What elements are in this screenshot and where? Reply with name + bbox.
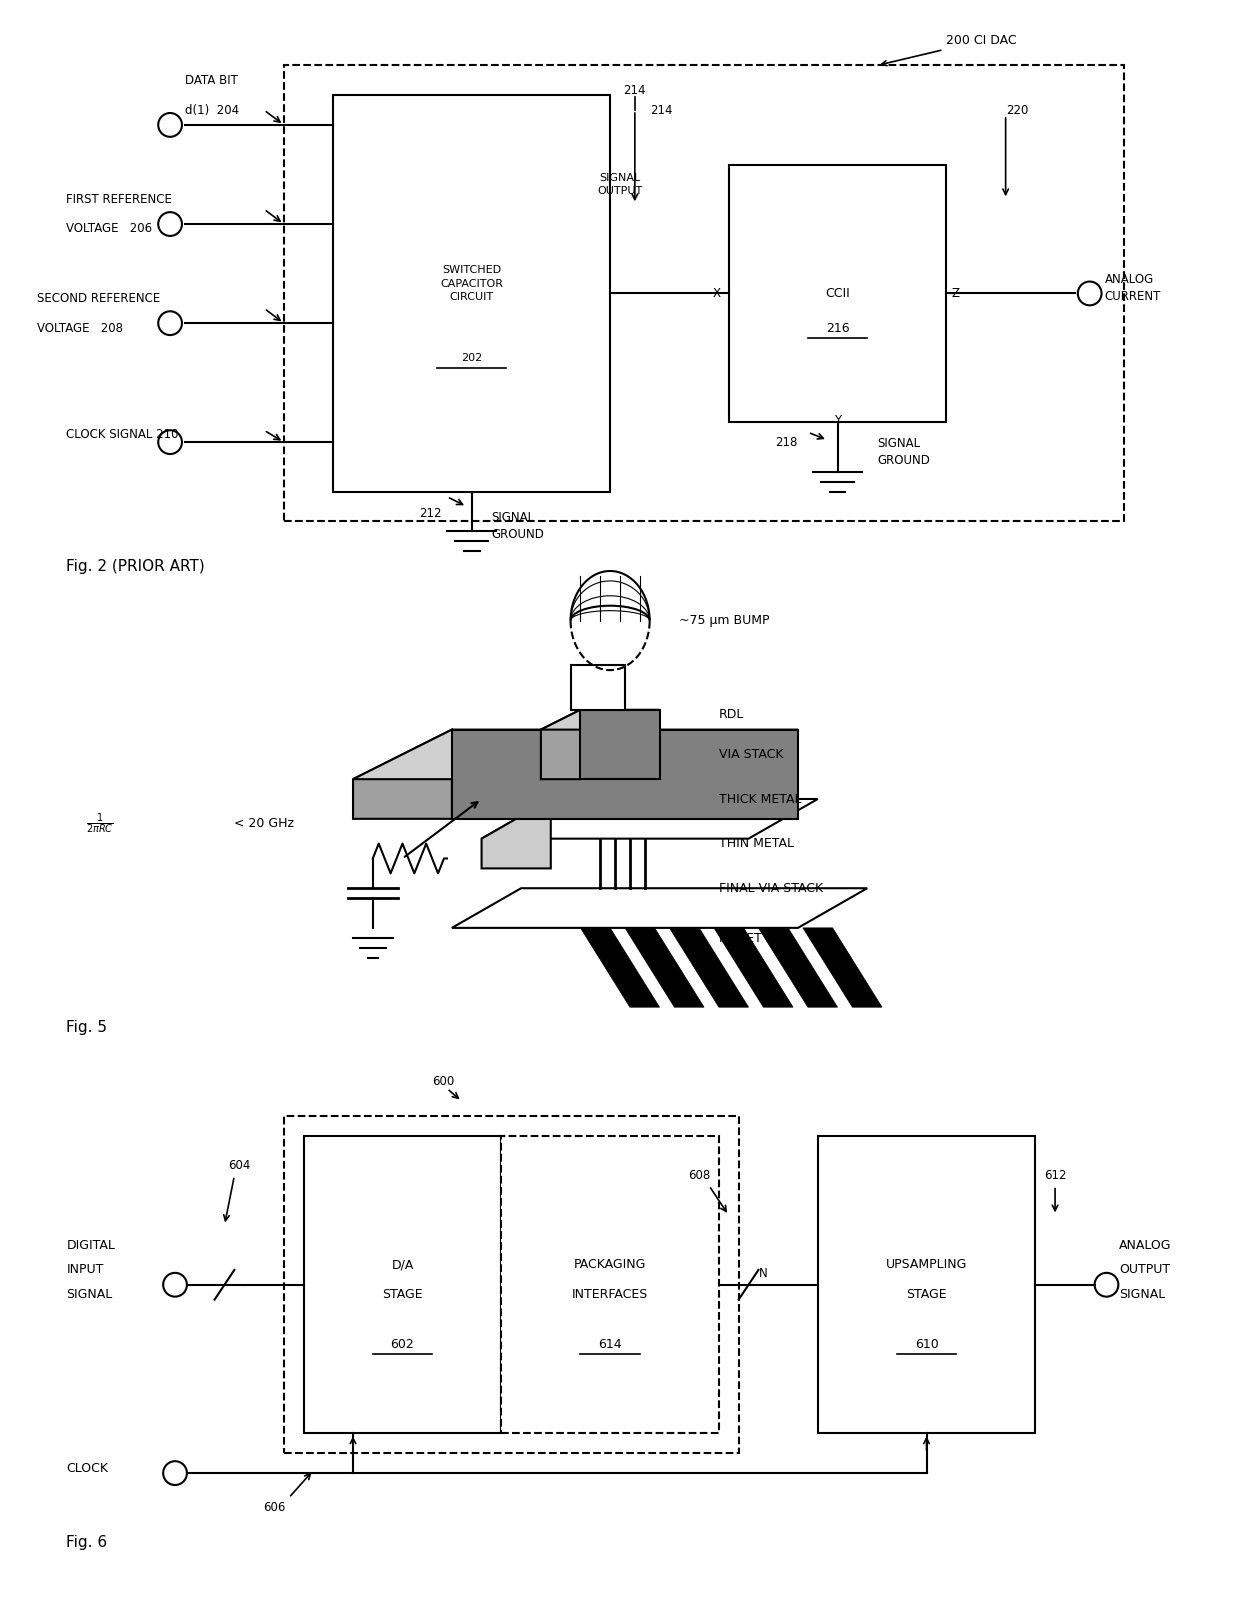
Text: 608: 608 <box>688 1169 711 1182</box>
Text: RDL: RDL <box>719 708 744 721</box>
Text: CLOCK SIGNAL 210: CLOCK SIGNAL 210 <box>66 427 179 441</box>
Text: 602: 602 <box>391 1338 414 1351</box>
Text: 600: 600 <box>432 1075 454 1087</box>
Text: 216: 216 <box>826 321 849 334</box>
Text: DIGITAL: DIGITAL <box>66 1239 115 1252</box>
Text: SIGNAL
OUTPUT: SIGNAL OUTPUT <box>598 173 642 197</box>
Text: 200 CI DAC: 200 CI DAC <box>882 34 1017 66</box>
Text: Fig. 5: Fig. 5 <box>66 1020 108 1035</box>
Text: SIGNAL: SIGNAL <box>66 1289 113 1302</box>
Text: 212: 212 <box>419 507 441 520</box>
Text: Fig. 6: Fig. 6 <box>66 1535 108 1549</box>
Text: Z: Z <box>951 286 960 301</box>
Text: ANALOG: ANALOG <box>1120 1239 1172 1252</box>
Text: N: N <box>759 1266 768 1279</box>
Bar <box>304 1135 501 1433</box>
Text: FIRST REFERENCE: FIRST REFERENCE <box>66 193 172 206</box>
Text: X: X <box>713 286 720 301</box>
Text: VOLTAGE   208: VOLTAGE 208 <box>37 321 123 334</box>
Text: CCII: CCII <box>825 286 849 301</box>
Polygon shape <box>481 800 817 838</box>
Text: UPSAMPLING: UPSAMPLING <box>885 1258 967 1271</box>
Text: VIA STACK: VIA STACK <box>719 748 784 761</box>
Text: Fig. 2 (PRIOR ART): Fig. 2 (PRIOR ART) <box>66 558 205 574</box>
Polygon shape <box>481 800 551 868</box>
Bar <box>817 1135 1035 1433</box>
Text: THICK METAL: THICK METAL <box>719 793 801 806</box>
Polygon shape <box>759 927 837 1007</box>
Text: d(1)  204: d(1) 204 <box>185 104 239 117</box>
Text: 606: 606 <box>263 1501 285 1514</box>
Text: PACKAGING: PACKAGING <box>574 1258 646 1271</box>
Text: THIN METAL: THIN METAL <box>719 838 794 851</box>
Text: OUTPUT: OUTPUT <box>1120 1263 1171 1276</box>
Bar <box>334 96 610 492</box>
Text: 220: 220 <box>1006 104 1028 117</box>
Text: SWITCHED
CAPACITOR
CIRCUIT: SWITCHED CAPACITOR CIRCUIT <box>440 265 503 302</box>
Text: INPUT: INPUT <box>66 1263 104 1276</box>
Text: SIGNAL
GROUND: SIGNAL GROUND <box>491 512 544 542</box>
Text: 614: 614 <box>598 1338 622 1351</box>
Bar <box>729 165 946 422</box>
Bar <box>501 1135 719 1433</box>
Text: STAGE: STAGE <box>906 1289 947 1302</box>
Polygon shape <box>625 927 704 1007</box>
Text: < 20 GHz: < 20 GHz <box>234 817 294 830</box>
Text: 214: 214 <box>650 104 672 117</box>
Text: ANALOG
CURRENT: ANALOG CURRENT <box>1105 273 1161 304</box>
Text: $\frac{1}{2\pi RC}$: $\frac{1}{2\pi RC}$ <box>86 812 114 836</box>
Text: SIGNAL: SIGNAL <box>1120 1289 1166 1302</box>
Text: 612: 612 <box>1044 1169 1066 1182</box>
Polygon shape <box>451 887 867 927</box>
Text: VOLTAGE   206: VOLTAGE 206 <box>66 222 153 235</box>
Text: 218: 218 <box>775 435 799 449</box>
Bar <box>284 66 1125 521</box>
Text: SECOND REFERENCE: SECOND REFERENCE <box>37 293 160 305</box>
Text: D/A: D/A <box>392 1258 414 1271</box>
Polygon shape <box>451 729 799 819</box>
Text: 604: 604 <box>228 1159 250 1172</box>
Text: 610: 610 <box>915 1338 939 1351</box>
Polygon shape <box>541 710 660 729</box>
Polygon shape <box>580 927 660 1007</box>
Polygon shape <box>541 710 580 779</box>
Bar <box>570 665 625 710</box>
Text: ~75 μm BUMP: ~75 μm BUMP <box>680 614 770 627</box>
Bar <box>284 1116 739 1453</box>
Text: Y: Y <box>835 414 841 427</box>
Text: 214: 214 <box>624 83 646 96</box>
Text: FINAL VIA STACK: FINAL VIA STACK <box>719 881 823 895</box>
Text: STAGE: STAGE <box>382 1289 423 1302</box>
Text: DATA BIT: DATA BIT <box>185 74 238 86</box>
Text: CLOCK: CLOCK <box>66 1461 108 1474</box>
Polygon shape <box>353 729 451 819</box>
Text: FINFET S/D: FINFET S/D <box>719 931 787 945</box>
Polygon shape <box>670 927 749 1007</box>
Text: INTERFACES: INTERFACES <box>572 1289 649 1302</box>
Polygon shape <box>714 927 794 1007</box>
Polygon shape <box>353 729 799 779</box>
Text: 202: 202 <box>461 353 482 363</box>
Polygon shape <box>804 927 882 1007</box>
Text: SIGNAL
GROUND: SIGNAL GROUND <box>877 437 930 467</box>
Polygon shape <box>580 710 660 779</box>
